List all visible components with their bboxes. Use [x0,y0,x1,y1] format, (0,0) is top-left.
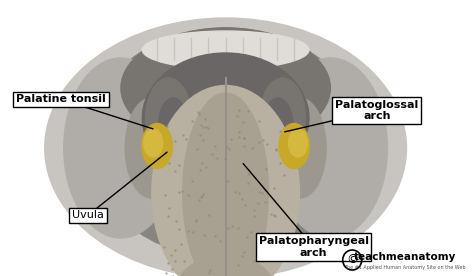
Ellipse shape [146,78,191,158]
Ellipse shape [121,28,330,148]
Ellipse shape [183,93,268,276]
Ellipse shape [142,123,173,169]
Ellipse shape [273,58,387,238]
Text: ©: © [346,253,358,267]
Ellipse shape [178,256,273,276]
Ellipse shape [152,86,300,276]
Ellipse shape [273,98,326,198]
Text: The #1 Applied Human Anatomy Site on the Web: The #1 Applied Human Anatomy Site on the… [344,266,465,270]
Ellipse shape [158,98,189,158]
Text: Palatoglossal
arch: Palatoglossal arch [335,100,419,121]
Ellipse shape [45,18,407,276]
Ellipse shape [142,31,309,69]
Ellipse shape [220,110,231,126]
Ellipse shape [64,58,178,238]
Text: Palatine tonsil: Palatine tonsil [16,94,106,104]
Text: teachmeanatomy: teachmeanatomy [354,252,456,262]
Ellipse shape [279,123,310,169]
Ellipse shape [260,78,306,158]
Text: Uvula: Uvula [72,210,104,220]
Ellipse shape [142,53,309,183]
Ellipse shape [144,129,163,157]
Text: Palatopharyngeal
arch: Palatopharyngeal arch [259,236,369,258]
Ellipse shape [263,98,293,158]
Ellipse shape [125,98,178,198]
Ellipse shape [218,88,233,118]
Ellipse shape [289,129,308,157]
Ellipse shape [88,28,364,258]
